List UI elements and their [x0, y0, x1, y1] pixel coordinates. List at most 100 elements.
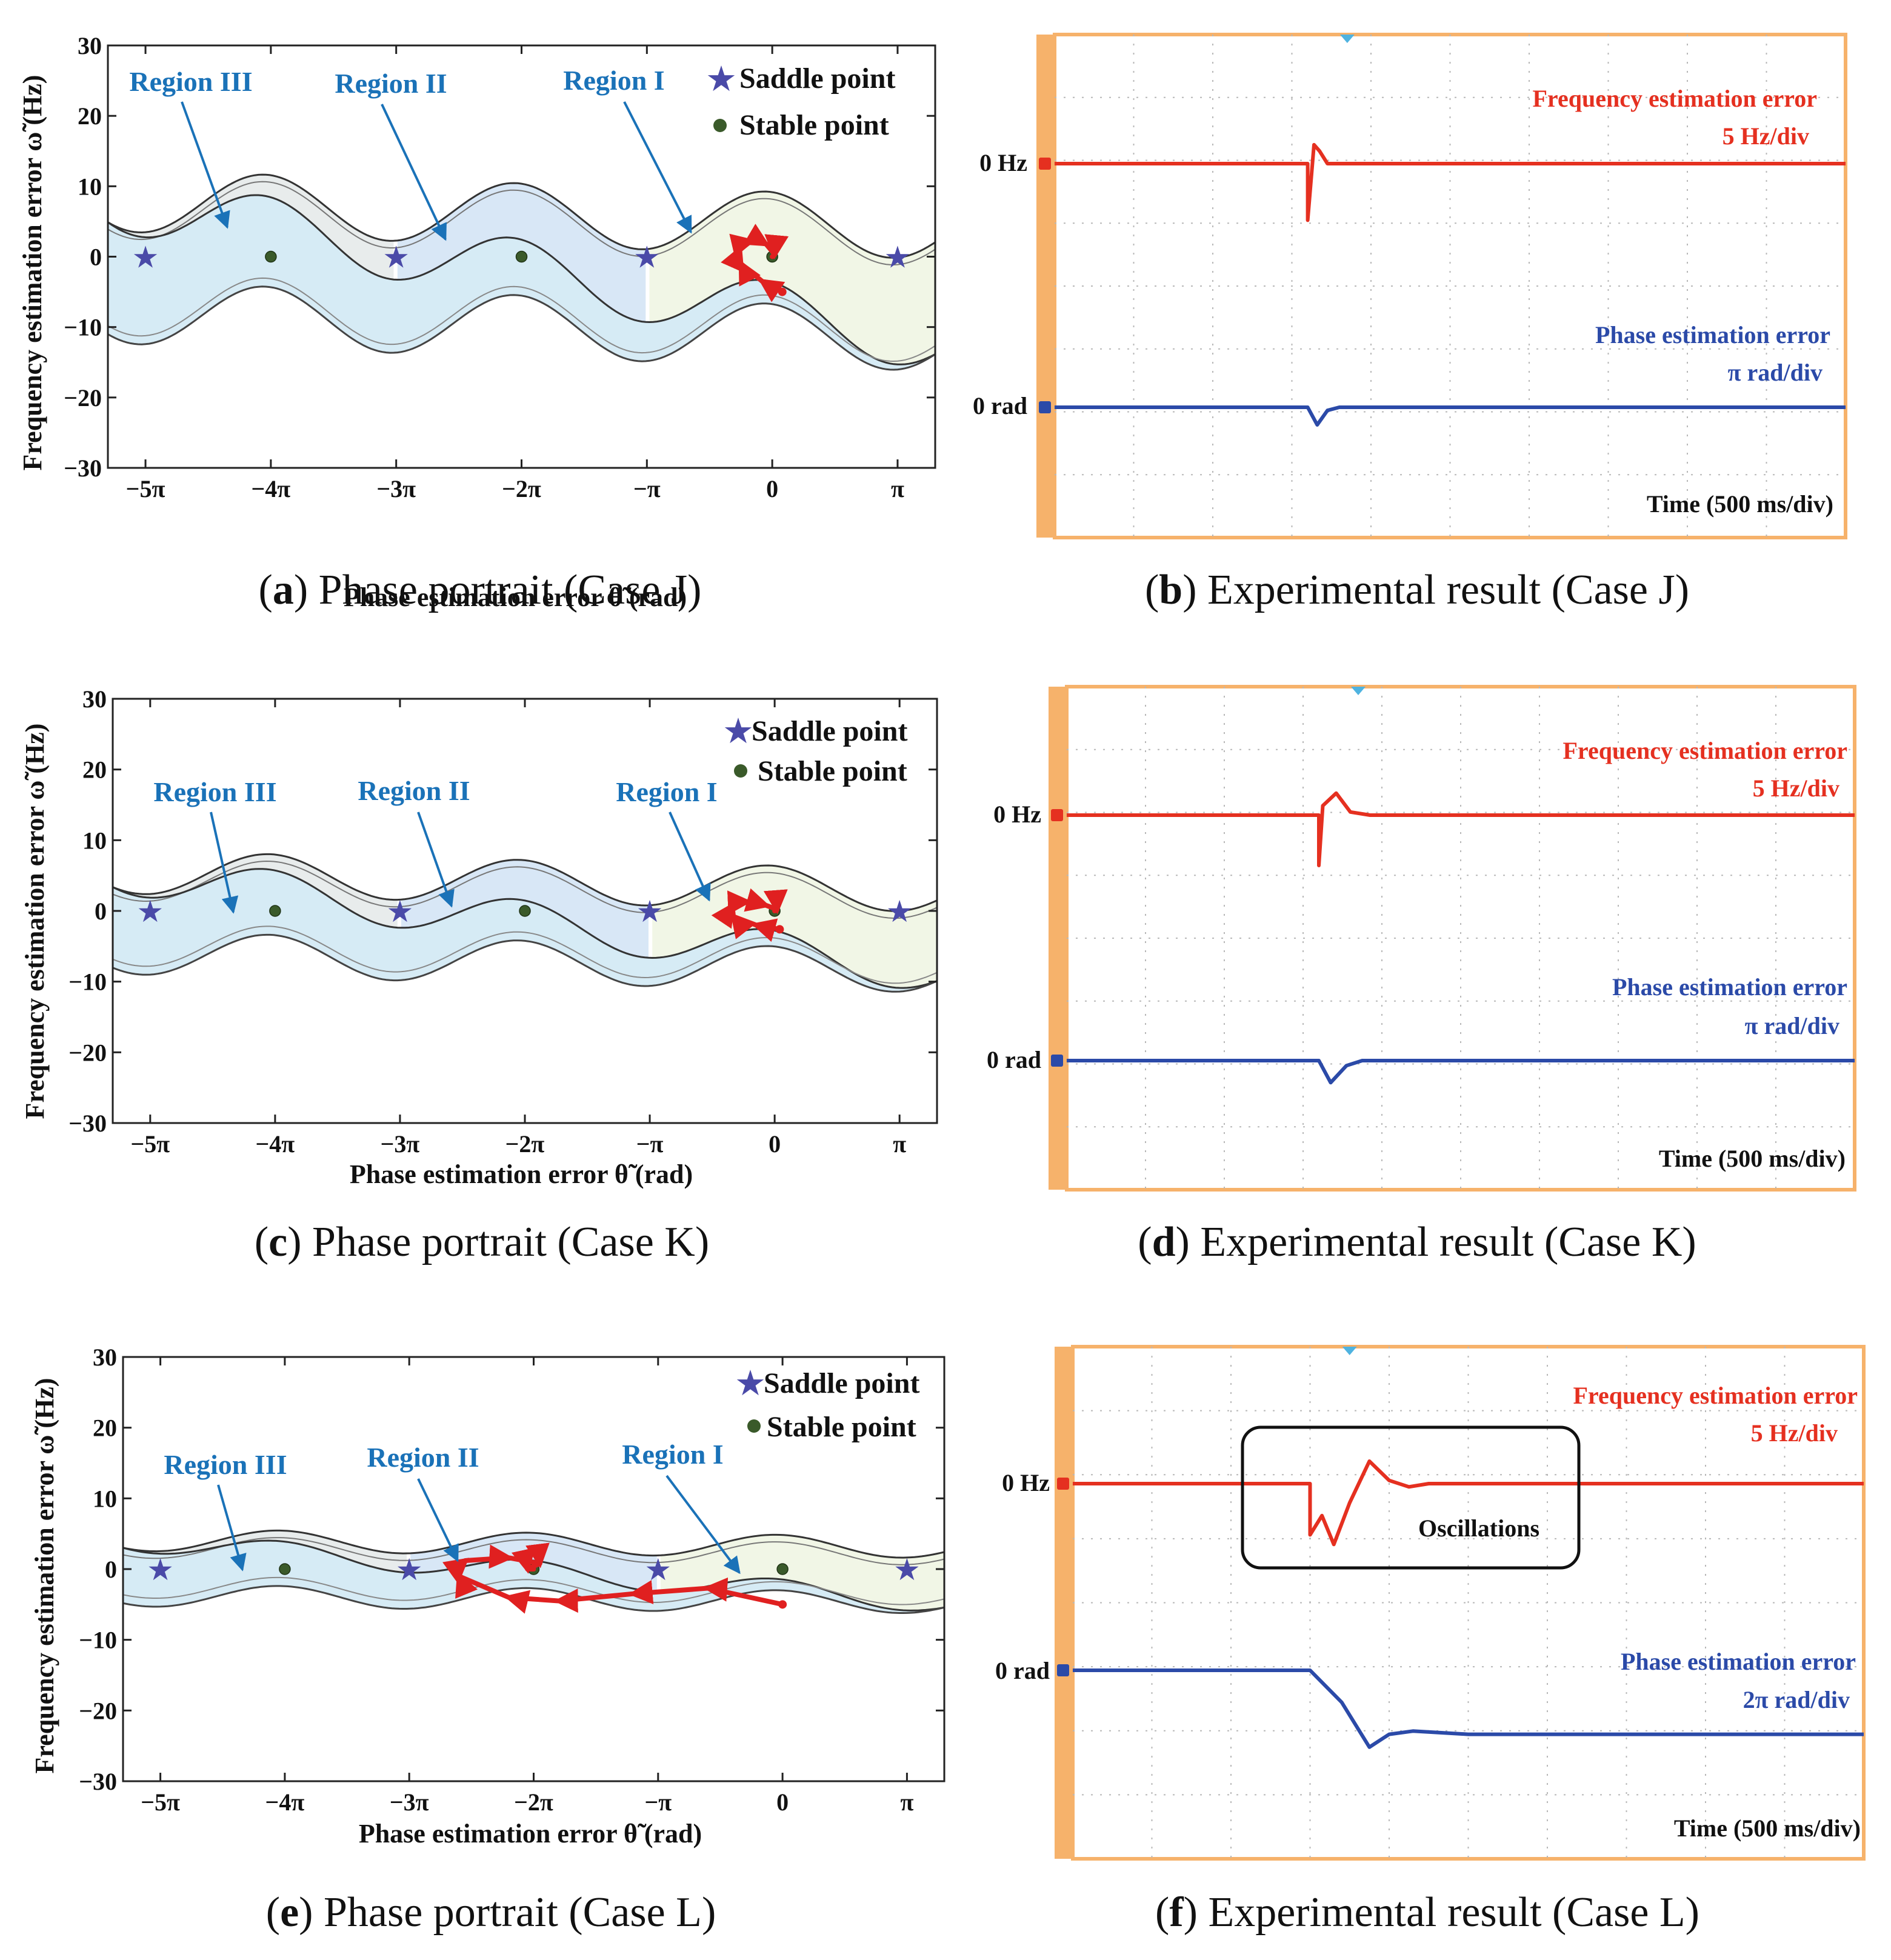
ch1-zero-label: 0 rad [973, 392, 1027, 419]
region-i-area [660, 1535, 944, 1611]
region-ii-area [401, 859, 649, 958]
x-tick-label: −2π [502, 475, 541, 502]
caption-b: (b) Experimental result (Case J) [1145, 567, 1689, 613]
ch1-scale: 2π rad/div [1743, 1686, 1850, 1713]
captions: (a) Phase portrait (Case J) (b) Experime… [255, 567, 1699, 1936]
x-tick-label: −5π [130, 1130, 170, 1158]
caption-a: (a) Phase portrait (Case J) [259, 567, 702, 613]
trigger-marker [1339, 35, 1355, 43]
caption-b-text: Experimental result (Case J) [1207, 567, 1689, 613]
saddle-point-marker: ★ [387, 895, 414, 928]
ch1-zero-label: 0 rad [995, 1657, 1050, 1684]
region-iii-arrow [210, 812, 239, 914]
trajectory-curve [442, 1542, 785, 1614]
legend-stable-label: Stable point [739, 109, 889, 141]
ch2-label: Frequency estimation error [1562, 737, 1847, 764]
saddle-point-marker: ★ [147, 1553, 174, 1587]
caption-e-letter: e [280, 1889, 299, 1936]
ch1-marker [1057, 1664, 1069, 1676]
x-tick-label: −π [644, 1788, 672, 1816]
trigger-marker [1342, 1347, 1357, 1355]
ch1-label: Phase estimation error [1595, 321, 1830, 348]
ch2-zero-label: 0 Hz [1002, 1469, 1050, 1496]
saddle-point-legend-marker: ★ [705, 59, 737, 99]
ch1-label: Phase estimation error [1621, 1648, 1856, 1675]
saddle-point-marker: ★ [136, 895, 164, 928]
x-tick-label: 0 [769, 1130, 781, 1158]
region-iii-label: Region III [164, 1449, 287, 1480]
lower-separatrix [107, 285, 936, 371]
x-tick-label: −4π [256, 1130, 295, 1158]
phase-portrait-panel-e: 30 20 10 0 −10 −20 −30 −5π −4π −3π −2π −π 0 π ★ ★ ★ ★ Pha… [30, 1344, 945, 1848]
ch2-zero-label: 0 Hz [979, 149, 1027, 176]
stable-point-marker [279, 1563, 291, 1575]
caption-c: (c) Phase portrait (Case K) [255, 1219, 709, 1265]
region-iii-arrow [181, 101, 230, 229]
legend-saddle-label: Saddle point [752, 715, 907, 747]
saddle-point-marker: ★ [644, 1553, 672, 1587]
upper-separatrix-inner [112, 860, 938, 919]
time-scale: Time (500 ms/div) [1674, 1815, 1861, 1842]
legend-stable-label: Stable point [758, 755, 907, 787]
saddle-point-legend-marker: ★ [722, 712, 754, 751]
legend-saddle-label: Saddle point [739, 62, 895, 95]
region-ii-arrow [417, 812, 455, 908]
stable-point-marker [519, 905, 531, 917]
ch1-marker [1039, 401, 1051, 413]
scope-left-bezel [1049, 687, 1067, 1190]
region-labels: Region III Region II Region I [164, 1439, 741, 1575]
lower-band-area [108, 195, 935, 370]
stable-point-marker [776, 1563, 789, 1575]
caption-f-text: Experimental result (Case L) [1208, 1889, 1699, 1936]
y-tick-label: −10 [79, 1627, 117, 1654]
caption-d-text: Experimental result (Case K) [1200, 1219, 1696, 1265]
region-labels: Region III Region II Region I [129, 65, 692, 241]
y-tick-label: 10 [82, 827, 107, 854]
upper-separatrix-inner [122, 1537, 945, 1565]
region-i-label: Region I [622, 1439, 723, 1470]
middle-separatrix [107, 194, 936, 365]
region-labels: Region III Region II Region I [153, 775, 718, 914]
y-tick-label: 20 [78, 102, 102, 130]
y-tick-label: −10 [68, 968, 107, 996]
y-tick-label: 0 [105, 1556, 117, 1583]
ch2-scale: 5 Hz/div [1753, 775, 1839, 802]
y-tick-label: −20 [79, 1697, 117, 1724]
phase-error-trace [1073, 1668, 1864, 1749]
x-tick-label: −3π [381, 1130, 420, 1158]
caption-a-letter: a [273, 567, 294, 613]
middle-separatrix [112, 868, 938, 989]
y-tick-label: 0 [90, 244, 102, 271]
x-axis-label: Phase estimation error θ̃ (rad) [350, 1159, 693, 1189]
y-tick-label: −30 [79, 1768, 117, 1795]
x-tick-label: 0 [766, 475, 778, 502]
y-tick-label: −30 [64, 455, 102, 482]
caption-f-letter: f [1169, 1889, 1184, 1936]
region-iii-label: Region III [153, 776, 276, 807]
x-tick-label: −π [633, 475, 661, 502]
region-ii-arrow [417, 1478, 459, 1562]
x-tick-label: −π [636, 1130, 664, 1158]
y-tick-label: −20 [64, 384, 102, 412]
ch2-scale: 5 Hz/div [1751, 1419, 1838, 1447]
legend: ★ Saddle point Stable point [735, 1364, 919, 1443]
saddle-point-marker: ★ [396, 1553, 423, 1587]
x-tick-label: −3π [390, 1788, 429, 1816]
phase-error-trace [1055, 405, 1846, 427]
ch2-scale: 5 Hz/div [1723, 122, 1809, 150]
y-tick-label: −10 [64, 314, 102, 341]
x-tick-label: 0 [776, 1788, 789, 1816]
saddle-point-legend-marker: ★ [735, 1364, 766, 1403]
caption-a-text: Phase portrait (Case J) [319, 567, 702, 613]
y-tick-label: 20 [93, 1415, 117, 1442]
y-axis-label: Frequency estimation error ω̃ (Hz) [18, 75, 47, 471]
y-tick-label: 0 [95, 898, 107, 925]
y-axis-label: Frequency estimation error ω̃ (Hz) [30, 1378, 59, 1774]
upper-separatrix [107, 173, 936, 259]
upper-separatrix [122, 1529, 945, 1559]
saddle-point-marker: ★ [886, 895, 913, 928]
frequency-error-trace [1055, 142, 1846, 222]
stable-point-marker [265, 250, 277, 263]
y-tick-label: 10 [93, 1485, 117, 1512]
